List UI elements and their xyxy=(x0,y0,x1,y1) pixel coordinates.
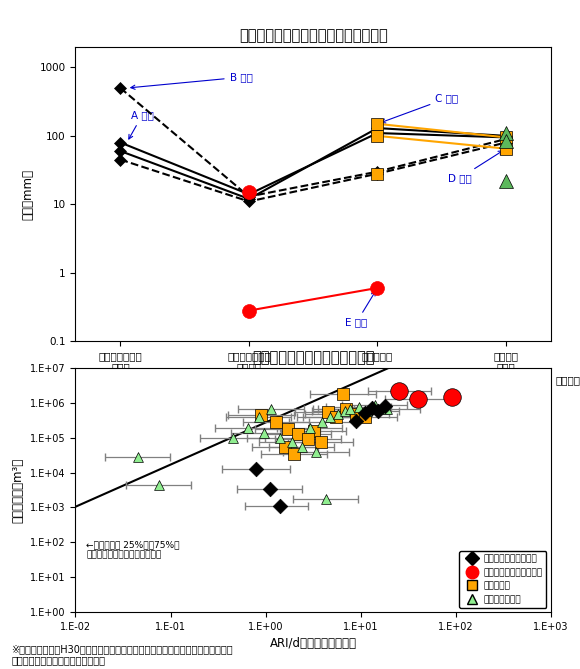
Point xyxy=(293,428,303,439)
Point xyxy=(360,412,369,423)
Legend: 大規模土砂生産発生前, 大規模土砂生産発生直後, 影響期間中, 影響期間終了後: 大規模土砂生産発生前, 大規模土砂生産発生直後, 影響期間中, 影響期間終了後 xyxy=(459,551,546,607)
Point xyxy=(370,400,379,411)
Point xyxy=(351,409,361,419)
Point xyxy=(280,442,289,452)
Point xyxy=(275,433,284,444)
Point xyxy=(323,407,332,417)
Text: D 流域: D 流域 xyxy=(448,151,503,183)
Point xyxy=(259,427,268,438)
Point xyxy=(360,408,369,419)
Point xyxy=(297,442,306,452)
Point xyxy=(383,404,392,415)
Point xyxy=(326,412,335,423)
Point xyxy=(289,448,299,459)
Point xyxy=(283,423,292,434)
X-axis label: ARI/d　土砂輸送の指標: ARI/d 土砂輸送の指標 xyxy=(270,638,357,650)
X-axis label: 時期: 時期 xyxy=(305,378,321,391)
Point xyxy=(447,391,456,402)
Point xyxy=(311,447,321,458)
Point xyxy=(342,404,351,415)
Point xyxy=(338,389,347,399)
Point xyxy=(354,402,363,413)
Point xyxy=(340,406,350,417)
Point xyxy=(252,463,261,474)
Point xyxy=(243,423,252,434)
Point xyxy=(331,412,340,423)
Point xyxy=(380,401,390,411)
Point xyxy=(394,385,403,396)
Text: 近似直線: 近似直線 xyxy=(556,375,580,385)
Point xyxy=(303,434,313,445)
Title: 大規模土砂生産前後の平均粒径の変化: 大規模土砂生産前後の平均粒径の変化 xyxy=(239,28,387,43)
Point xyxy=(373,405,382,416)
Point xyxy=(256,409,266,420)
Text: A 流域: A 流域 xyxy=(129,110,154,139)
Point xyxy=(362,406,371,417)
Text: B 流域: B 流域 xyxy=(131,72,252,90)
Text: E 流域: E 流域 xyxy=(345,292,375,327)
Point xyxy=(265,483,274,494)
Point xyxy=(414,393,423,404)
Title: 土砂輸送能と流出土砂量の関係: 土砂輸送能と流出土砂量の関係 xyxy=(252,351,375,365)
Point xyxy=(254,412,263,423)
Text: C 流域: C 流域 xyxy=(381,93,458,123)
Point xyxy=(317,417,327,427)
Point xyxy=(305,423,314,434)
Point xyxy=(367,403,376,413)
Point xyxy=(309,425,318,436)
Y-axis label: 粒径（mm）: 粒径（mm） xyxy=(21,169,34,219)
Point xyxy=(272,417,281,427)
Text: ←平均粒径の 25%値～75%値
　の範囲を誤差範囲として示す: ←平均粒径の 25%値～75%値 の範囲を誤差範囲として示す xyxy=(86,541,180,560)
Point xyxy=(316,437,325,448)
Point xyxy=(351,415,361,426)
Point xyxy=(334,409,343,419)
Point xyxy=(346,404,355,415)
Point xyxy=(133,452,142,462)
Point xyxy=(228,433,237,444)
Text: ※本業務の成果をH30年度砂防学会研究発表会「大規模土砂生産を含む山地流域
の土砂流出特性」で発表しました。: ※本業務の成果をH30年度砂防学会研究発表会「大規模土砂生産を含む山地流域 の土… xyxy=(12,644,233,666)
Point xyxy=(154,480,164,490)
Point xyxy=(321,493,331,504)
Point xyxy=(275,500,284,511)
Point xyxy=(288,437,297,448)
Point xyxy=(267,404,276,415)
Y-axis label: 流出土砂量（m³）: 流出土砂量（m³） xyxy=(12,458,24,522)
